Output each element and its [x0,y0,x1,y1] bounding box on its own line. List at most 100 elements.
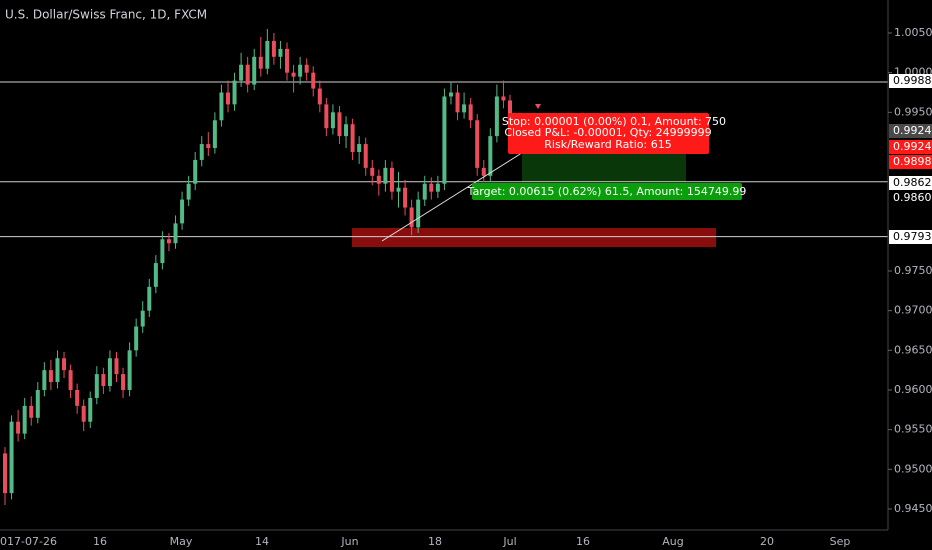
x-tick-label: 2017-07-26 [0,535,57,548]
y-tick-label: 1.00500 [894,26,932,39]
candle-body [317,88,322,105]
candle-body [173,223,178,244]
stop-label: Stop: 0.00001 (0.00%) 0.1, Amount: 750 [502,115,726,128]
closed-pnl-label: Closed P&L: -0.00001, Qty: 24999999 [504,126,711,139]
price-label-box [889,155,932,169]
candle-body [475,120,480,168]
candle-body [344,124,349,137]
candle-body [55,358,60,383]
candle-body [212,120,217,149]
candle-body [396,187,401,192]
candle-body [363,144,368,168]
candle-body [409,207,414,228]
candle-body [114,358,119,375]
x-tick-label: May [170,535,193,548]
price-label-box [889,74,932,88]
x-tick-label: Aug [662,535,683,548]
candle-body [350,124,355,152]
candle-body [442,96,447,184]
price-label-box [889,124,932,138]
candle-body [186,183,191,200]
candle-body [68,370,73,390]
candle-body [370,167,375,176]
candle-body [140,310,145,327]
price-label: 0.99883 [893,74,932,87]
candle-body [166,239,171,244]
candle-body [160,239,165,264]
candle-body [258,56,263,69]
candle-body [501,96,506,101]
candle-body [383,167,388,184]
price-label-box [889,191,932,205]
candle-body [271,40,276,57]
x-tick-label: 16 [93,535,107,548]
candle-body [121,374,126,390]
x-tick-label: Sep [830,535,851,548]
risk-reward-label: Risk/Reward Ratio: 615 [544,138,671,151]
candle-body [239,64,244,81]
price-label-box [889,140,932,154]
candle-body [429,183,434,192]
candle-body [88,397,93,422]
candle-body [219,92,224,121]
candle-body [16,421,21,434]
candle-body [232,80,237,105]
candle-body [468,104,473,121]
candle-body [311,72,316,89]
price-label-box [889,176,932,190]
candle-body [435,183,440,192]
candle-body [416,199,421,228]
stop-zone [352,227,716,248]
candle-body [94,374,99,398]
candle-body [147,286,152,311]
chart-title: U.S. Dollar/Swiss Franc, 1D, FXCM [5,8,207,22]
candle-body [422,183,427,200]
x-tick-label: Jul [502,535,516,548]
candle-body [225,92,230,105]
candle-body [35,389,40,418]
x-tick-label: 16 [576,535,590,548]
candle-body [193,159,198,184]
candle-body [127,350,132,390]
candle-body [291,72,296,77]
candle-body [494,96,499,137]
candle-body [488,136,493,176]
price-label: 0.99241 [893,140,932,153]
price-axis: 1.005001.000000.995000.975000.970000.965… [888,26,932,515]
candle-body [206,144,211,149]
candle-body [62,358,67,371]
candle-body [304,64,309,73]
candle-body [134,326,139,351]
price-label: 0.98986 [893,155,932,168]
candle-body [180,199,185,224]
candle-body [298,64,303,77]
candle-body [9,421,14,494]
candle-body [330,112,335,129]
candle-body [455,92,460,113]
x-tick-label: 14 [255,535,269,548]
candle-body [29,405,34,418]
candle-body [22,405,27,434]
candle-body [324,104,329,129]
candle-body [245,64,250,85]
candle-body [265,40,270,69]
candle-body [285,48,290,73]
price-label: 0.98606 [893,191,932,204]
candle-body [403,187,408,208]
trend-line [381,150,526,242]
candles [3,29,512,506]
position-zones [352,150,716,248]
price-label-box [889,230,932,244]
candle-body [357,144,362,152]
stop-label-box [508,113,709,154]
candle-body [252,56,257,85]
candle-body [3,453,7,494]
target-label-box [472,183,742,200]
